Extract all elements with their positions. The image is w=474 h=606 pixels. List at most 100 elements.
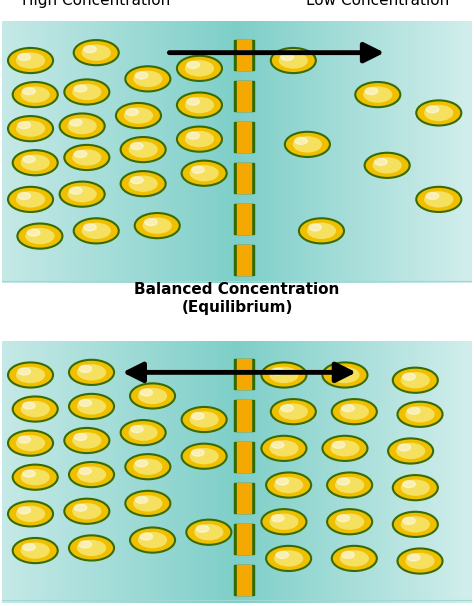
Bar	[287, 21, 290, 283]
Bar	[257, 341, 260, 603]
Circle shape	[73, 40, 119, 65]
Circle shape	[13, 396, 58, 422]
Bar	[140, 341, 143, 603]
Bar	[390, 21, 392, 283]
Bar	[387, 21, 390, 283]
Bar	[360, 341, 363, 603]
Bar	[32, 341, 35, 603]
Circle shape	[74, 433, 87, 441]
Circle shape	[186, 519, 231, 545]
Circle shape	[190, 165, 219, 181]
Bar	[155, 21, 158, 283]
Circle shape	[133, 71, 163, 87]
Bar	[20, 341, 23, 603]
Bar	[348, 21, 351, 283]
Bar	[5, 341, 8, 603]
Bar	[404, 21, 407, 283]
Bar	[372, 341, 375, 603]
Bar	[164, 21, 166, 283]
Bar	[264, 21, 266, 283]
Bar	[460, 341, 463, 603]
Bar	[70, 341, 73, 603]
Bar	[387, 341, 390, 603]
Bar	[76, 341, 79, 603]
Circle shape	[140, 533, 153, 540]
Bar	[199, 341, 202, 603]
Bar	[102, 341, 105, 603]
Bar	[84, 21, 87, 283]
Bar	[2, 341, 5, 603]
Circle shape	[133, 459, 163, 475]
Circle shape	[135, 213, 180, 238]
Bar	[272, 341, 275, 603]
Bar	[313, 21, 316, 283]
Circle shape	[69, 535, 114, 561]
Circle shape	[271, 399, 316, 424]
Bar	[366, 341, 369, 603]
Bar	[237, 122, 251, 152]
Bar	[237, 359, 251, 390]
Circle shape	[322, 436, 367, 461]
Circle shape	[83, 224, 96, 231]
Bar	[70, 21, 73, 283]
Bar	[454, 341, 457, 603]
Circle shape	[120, 137, 166, 162]
Circle shape	[281, 53, 293, 61]
Bar	[269, 21, 272, 283]
Bar	[76, 21, 79, 283]
Circle shape	[27, 229, 40, 236]
Bar	[392, 21, 395, 283]
Bar	[369, 21, 372, 283]
Bar	[357, 21, 360, 283]
Circle shape	[128, 141, 158, 158]
Circle shape	[18, 53, 30, 61]
Circle shape	[125, 491, 170, 516]
Bar	[340, 341, 343, 603]
Circle shape	[405, 406, 435, 422]
Circle shape	[182, 161, 227, 186]
Bar	[261, 341, 264, 603]
Bar	[430, 21, 434, 283]
Bar	[343, 341, 346, 603]
Bar	[225, 341, 228, 603]
Bar	[105, 341, 108, 603]
Circle shape	[138, 532, 167, 548]
Bar	[237, 39, 251, 70]
Circle shape	[20, 155, 50, 171]
Circle shape	[271, 368, 284, 375]
Bar	[234, 163, 254, 193]
Bar	[234, 401, 254, 430]
Circle shape	[365, 153, 410, 178]
Bar	[14, 341, 17, 603]
Bar	[255, 21, 257, 283]
Bar	[237, 341, 240, 603]
Circle shape	[77, 364, 106, 381]
Bar	[143, 341, 146, 603]
Bar	[463, 341, 466, 603]
Bar	[131, 21, 134, 283]
Bar	[249, 21, 252, 283]
Circle shape	[67, 118, 97, 134]
Bar	[126, 21, 128, 283]
Circle shape	[276, 478, 289, 485]
Bar	[439, 341, 442, 603]
Bar	[469, 341, 472, 603]
Bar	[310, 341, 313, 603]
Bar	[119, 341, 123, 603]
Circle shape	[295, 138, 307, 144]
Bar	[383, 21, 387, 283]
Circle shape	[126, 108, 138, 116]
Bar	[26, 341, 29, 603]
Bar	[331, 341, 334, 603]
Bar	[234, 21, 237, 283]
Circle shape	[374, 158, 387, 165]
Bar	[378, 21, 381, 283]
Bar	[32, 21, 35, 283]
Circle shape	[194, 524, 223, 541]
Bar	[161, 21, 164, 283]
Bar	[61, 341, 64, 603]
Bar	[261, 21, 264, 283]
Circle shape	[187, 132, 200, 139]
Bar	[422, 341, 425, 603]
Bar	[322, 341, 325, 603]
